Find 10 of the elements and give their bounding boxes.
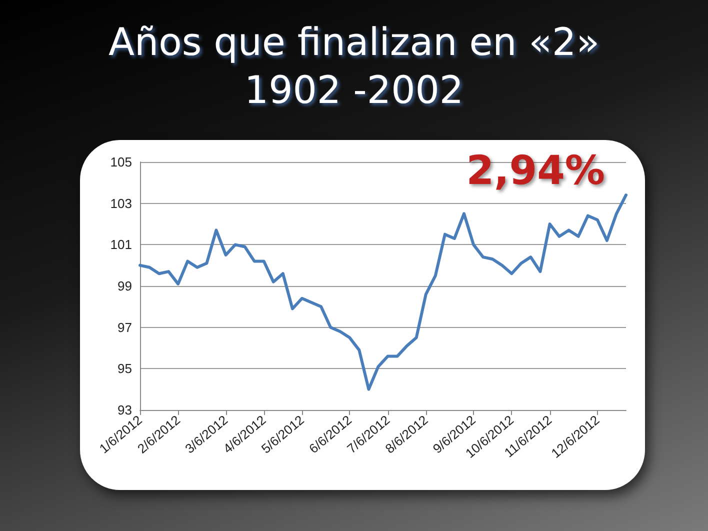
y-tick-label: 105 <box>110 154 132 170</box>
y-tick-label: 101 <box>110 237 132 252</box>
y-tick-label: 95 <box>118 361 132 376</box>
y-tick-label: 99 <box>118 278 132 294</box>
line-series <box>138 194 628 391</box>
y-tick-label: 103 <box>110 196 132 211</box>
annotation: 2,94% <box>466 148 605 194</box>
y-tick-label: 93 <box>118 402 132 418</box>
y-tick-label: 97 <box>118 320 132 335</box>
chart-title: Años que finalizan en «2» 1902 -2002 <box>108 19 600 114</box>
